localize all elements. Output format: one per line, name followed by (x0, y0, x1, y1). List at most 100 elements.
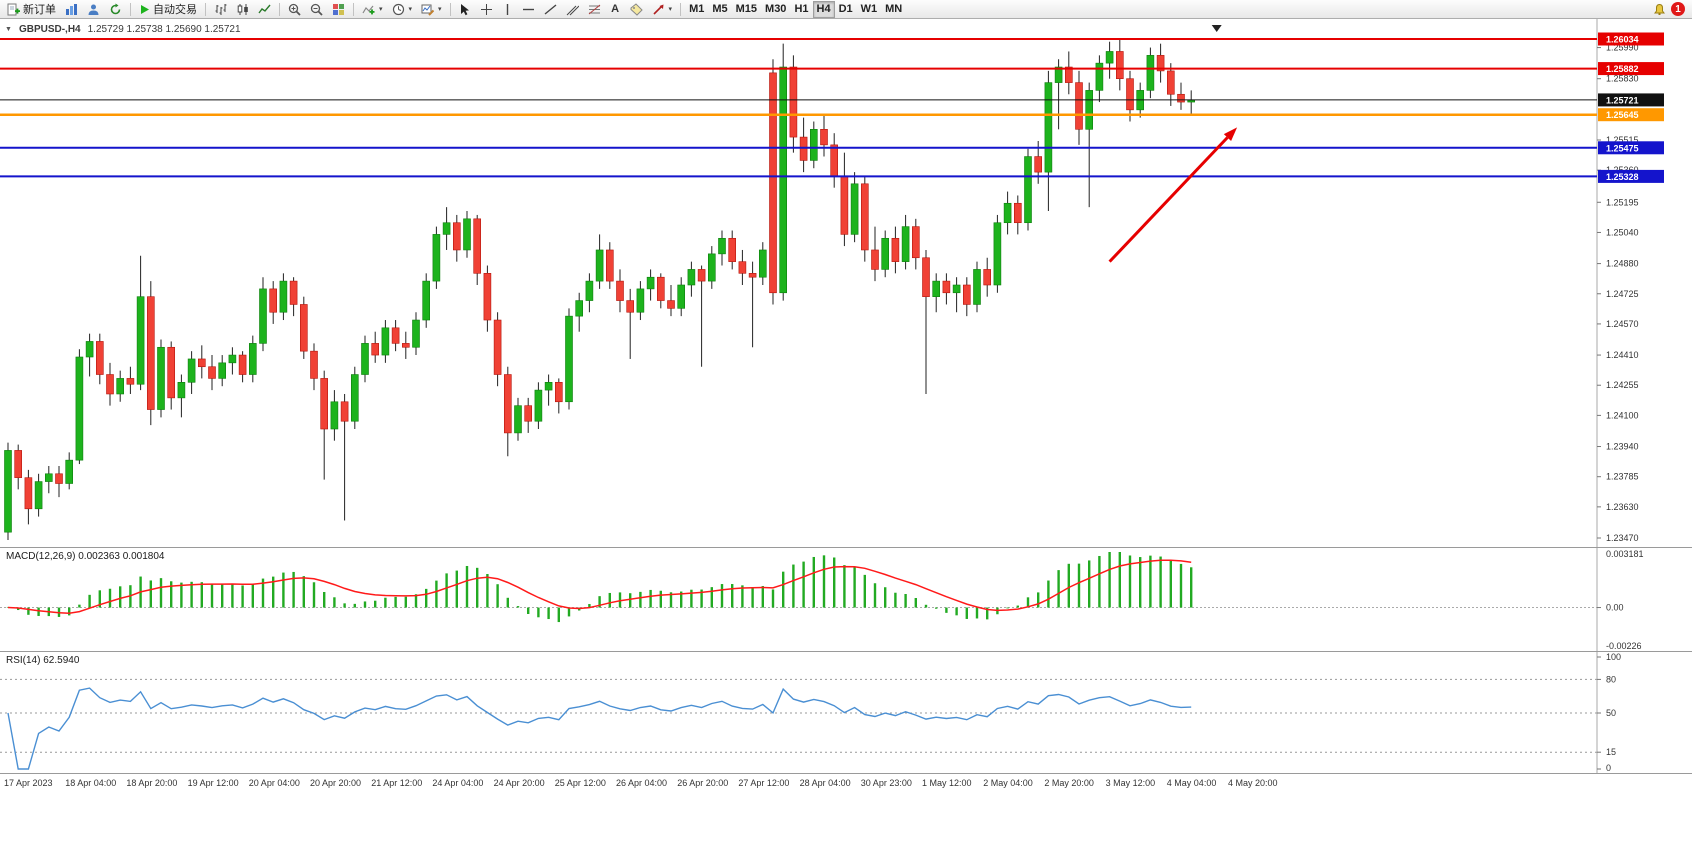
new-order-button[interactable]: 新订单 (3, 1, 60, 18)
macd-chart[interactable]: 0.003181 0.00 -0.00226 (0, 548, 1692, 651)
candle-body-down (697, 269, 706, 282)
price-tick-label: 1.24725 (1606, 289, 1639, 299)
price-tick-label: 1.23785 (1606, 472, 1639, 482)
time-label: 24 Apr 04:00 (432, 778, 484, 788)
candle-body-up (1146, 55, 1155, 91)
arrow-object-icon (652, 3, 665, 16)
timeframe-m15-button[interactable]: M15 (732, 1, 761, 18)
time-label: 28 Apr 04:00 (799, 778, 851, 788)
crosshair-icon (480, 3, 493, 16)
fibonacci-button[interactable] (584, 1, 605, 18)
candle-body-down (401, 343, 410, 348)
tile-windows-icon (332, 3, 345, 16)
timeframe-h1-button[interactable]: H1 (790, 1, 812, 18)
toolbar-separator (353, 2, 354, 16)
candle-body-up (34, 481, 43, 510)
candle-body-up (4, 450, 12, 533)
timeframe-m1-button[interactable]: M1 (685, 1, 708, 18)
candle-body-up (1105, 51, 1114, 64)
time-label: 26 Apr 04:00 (616, 778, 668, 788)
rsi-chart[interactable]: 100 80 50 15 0 (0, 652, 1692, 773)
macd-axis-label: -0.00226 (1606, 641, 1642, 651)
timeframe-d1-button[interactable]: D1 (835, 1, 857, 18)
candle-body-up (187, 358, 196, 383)
trendline-button[interactable] (540, 1, 561, 18)
equidistant-channel-button[interactable] (562, 1, 583, 18)
zoom-out-button[interactable] (306, 1, 327, 18)
trend-arrow-head[interactable] (1223, 127, 1238, 141)
profiles-button[interactable] (83, 1, 104, 18)
candle-body-up (422, 280, 431, 321)
timeframe-w1-button[interactable]: W1 (857, 1, 882, 18)
candle-body-down (820, 129, 828, 146)
price-tick-label: 1.25195 (1606, 197, 1639, 207)
candle-body-down (1167, 70, 1175, 95)
toolbar-separator (205, 2, 206, 16)
chevron-down-icon: ▾ (379, 6, 383, 13)
candle-body-down (483, 273, 492, 321)
fibonacci-icon (588, 3, 601, 16)
vertical-line-button[interactable] (498, 1, 517, 18)
candle-body-down (942, 280, 951, 294)
crosshair-button[interactable] (476, 1, 497, 18)
timeframe-m30-button[interactable]: M30 (761, 1, 790, 18)
candle-body-down (340, 401, 349, 422)
notification-badge[interactable]: 1 (1671, 2, 1685, 16)
tile-windows-button[interactable] (328, 1, 349, 18)
resistance-line-1-badge (1598, 32, 1664, 46)
candle-body-down (473, 218, 482, 274)
timeframe-h4-button[interactable]: H4 (812, 0, 835, 18)
candle-body-up (1085, 90, 1093, 130)
price-tick-label: 1.25040 (1606, 227, 1639, 237)
indicators-button[interactable]: ▾ (358, 1, 387, 18)
cursor-button[interactable] (455, 1, 475, 18)
line-chart-type-button[interactable] (254, 1, 275, 18)
price-chart[interactable]: 1.259901.258301.255151.253601.251951.250… (0, 19, 1692, 547)
macd-axis-label: 0.003181 (1606, 549, 1644, 559)
current-price-line-badge (1598, 93, 1664, 107)
candle-body-down (269, 288, 278, 313)
price-tick-label: 1.23470 (1606, 533, 1639, 543)
candle-body-down (748, 273, 757, 278)
timeframe-m5-button[interactable]: M5 (708, 1, 731, 18)
candle-body-down (14, 450, 22, 478)
resistance-line-2-badge-label: 1.25882 (1606, 64, 1639, 74)
refresh-button[interactable] (105, 1, 126, 18)
candle-body-up (330, 401, 339, 430)
alert-bell-icon[interactable] (1653, 3, 1666, 16)
text-label-button[interactable] (626, 1, 647, 18)
candle-body-down (1177, 93, 1185, 103)
text-tool-icon: A (611, 3, 620, 15)
time-label: 2 May 04:00 (983, 778, 1033, 788)
chart-shift-marker[interactable] (1211, 25, 1222, 32)
time-label: 30 Apr 23:00 (860, 778, 912, 788)
price-tick-label: 1.24255 (1606, 380, 1639, 390)
candle-body-down (891, 237, 900, 262)
candle-body-up (850, 183, 859, 235)
support-line-2-badge (1598, 169, 1664, 183)
auto-trading-button[interactable]: 自动交易 (135, 1, 201, 18)
time-axis[interactable]: 17 Apr 2023 18 Apr 04:00 18 Apr 20:00 19 Ap… (0, 773, 1692, 853)
candle-body-down (616, 280, 624, 301)
horizontal-line-button[interactable] (518, 1, 539, 18)
zoom-in-button[interactable] (284, 1, 305, 18)
charts-button[interactable] (61, 1, 82, 18)
candle-body-up (901, 226, 910, 262)
bar-chart-type-button[interactable] (210, 1, 231, 18)
candlestick-chart-type-button[interactable] (232, 1, 253, 18)
time-label: 25 Apr 12:00 (554, 778, 606, 788)
candle-body-down (24, 477, 33, 510)
arrows-button[interactable]: ▾ (648, 1, 677, 18)
candle-body-down (830, 144, 839, 177)
candle-body-down (198, 358, 206, 368)
candle-body-down (626, 300, 635, 313)
chevron-down-icon[interactable]: ▼ (5, 26, 12, 33)
price-tick-label: 1.25515 (1606, 135, 1639, 145)
text-button[interactable]: A (606, 1, 625, 18)
trend-arrow-annotation[interactable] (1108, 136, 1229, 263)
candle-body-up (442, 222, 451, 235)
support-line-1-badge (1598, 141, 1664, 155)
periods-button[interactable]: ▾ (388, 1, 417, 18)
timeframe-mn-button[interactable]: MN (881, 1, 906, 18)
candle-body-down (1013, 202, 1022, 224)
